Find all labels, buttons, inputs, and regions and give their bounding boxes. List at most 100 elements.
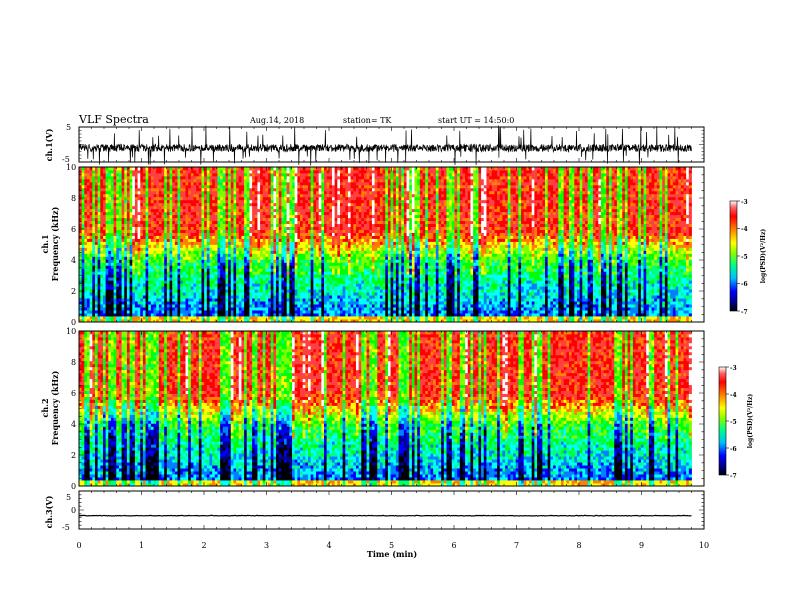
ch1-spectrogram-cell: [162, 233, 165, 236]
ch1-spectrogram-cell: [287, 289, 290, 292]
ch1-spectrogram-cell: [188, 239, 191, 242]
ch1-spectrogram-cell: [297, 185, 300, 188]
ch1-spectrogram-cell: [84, 280, 87, 283]
ch1-spectrogram-cell: [194, 182, 197, 185]
ch1-spectrogram-cell: [148, 203, 151, 206]
ch1-spectrogram-cell: [167, 310, 170, 313]
ch1-spectrogram-cell: [196, 280, 199, 283]
ch1-spectrogram-cell: [287, 271, 290, 274]
ch1-spectrogram-cell: [289, 179, 292, 182]
ch1-spectrogram-cell: [260, 197, 263, 200]
ch1-spectrogram-cell: [186, 271, 189, 274]
ch1-spectrogram-cell: [260, 262, 263, 265]
ch1-spectrogram-cell: [143, 215, 146, 218]
ch1-spectrogram-cell: [135, 179, 138, 182]
ch1-spectrogram-cell: [311, 304, 314, 307]
ch1-spectrogram-cell: [316, 310, 319, 313]
ch1-spectrogram-cell: [220, 227, 223, 230]
ch1-spectrogram-cell: [215, 295, 218, 298]
ch1-spectrogram-cell: [231, 206, 234, 209]
ch1-spectrogram-cell: [268, 292, 271, 295]
ch1-spectrogram-cell: [204, 250, 207, 253]
ch1-spectrogram-cell: [84, 304, 87, 307]
ch1-waveform-frame: [79, 127, 704, 162]
ch1-spectrogram-cell: [204, 289, 207, 292]
ch1-spectrogram-cell: [114, 230, 117, 233]
ch1-spectrogram-cell: [215, 253, 218, 256]
ch1-spectrogram-cell: [249, 253, 252, 256]
ch1-spectrogram-cell: [279, 203, 282, 206]
ch1-spectrogram-cell: [124, 212, 127, 215]
ch1-spectrogram-cell: [273, 313, 276, 316]
ch1-spectrogram-cell: [135, 236, 138, 239]
ch1-spectrogram-cell: [327, 295, 330, 298]
ch1-spectrogram-cell: [215, 236, 218, 239]
ch1-spectrogram-cell: [289, 247, 292, 250]
ch1-spectrogram-cell: [231, 185, 234, 188]
ch1-spectrogram-cell: [82, 209, 85, 212]
ch1-spectrogram-cell: [108, 242, 111, 245]
ch1-spectrogram-cell: [305, 203, 308, 206]
ch1-spectrogram-cell: [119, 283, 122, 286]
ch1-spectrogram-cell: [202, 236, 205, 239]
ch1-spectrogram-cell: [124, 292, 127, 295]
ch1-spectrogram-cell: [239, 253, 242, 256]
ch1-spectrogram-cell: [138, 301, 141, 304]
ch1-spectrogram-cell: [287, 268, 290, 271]
ch1-spectrogram-cell: [220, 218, 223, 221]
ch1-spectrogram-cell: [311, 242, 314, 245]
ch1-spectrogram-cell: [172, 301, 175, 304]
ch1-spectrogram-cell: [244, 230, 247, 233]
ch1-spectrogram-cell: [271, 277, 274, 280]
ch1-spectrogram-cell: [239, 239, 242, 242]
ch1-spectrogram-cell: [167, 167, 170, 170]
ch1-spectrogram-cell: [233, 298, 236, 301]
ch1-spectrogram-cell: [100, 316, 103, 319]
ch1-spectrogram-cell: [249, 173, 252, 176]
ch1-spectrogram-cell: [212, 292, 215, 295]
ch1-spectrogram-cell: [92, 289, 95, 292]
ch1-spectrogram-cell: [194, 170, 197, 173]
ch1-spectrogram-cell: [209, 301, 212, 304]
ch1-spectrogram-cell: [263, 298, 266, 301]
ch1-spectrogram-cell: [90, 298, 93, 301]
ch1-spectrogram-cell: [196, 191, 199, 194]
ch1-spectrogram-cell: [132, 253, 135, 256]
ch1-spectrogram-cell: [172, 182, 175, 185]
ch1-spectrogram-cell: [170, 295, 173, 298]
ch1-spectrogram-cell: [228, 185, 231, 188]
ch1-spectrogram-cell: [199, 176, 202, 179]
ch1-spectrogram-cell: [103, 224, 106, 227]
ch1-spectrogram-cell: [215, 256, 218, 259]
ch1-spectrogram-cell: [82, 295, 85, 298]
ch1-spectrogram-cell: [162, 253, 165, 256]
ch1-spectrogram-cell: [295, 212, 298, 215]
ch1-spectrogram-cell: [196, 247, 199, 250]
ch1-spectrogram-cell: [319, 262, 322, 265]
ch1-spectrogram-cell: [236, 274, 239, 277]
ch1-spectrogram-cell: [140, 280, 143, 283]
ch1-spectrogram-cell: [297, 209, 300, 212]
ch1-spectrogram-cell: [289, 212, 292, 215]
ch1-spectrogram-cell: [287, 182, 290, 185]
ch1-spectrogram-cell: [255, 292, 258, 295]
ch1-spectrogram-cell: [273, 250, 276, 253]
ch1-spectrogram-cell: [183, 182, 186, 185]
ch1-spectrogram-cell: [140, 236, 143, 239]
ch1-spectrogram-cell: [194, 209, 197, 212]
ch1-spectrogram-cell: [84, 289, 87, 292]
ch1-spectrogram-cell: [148, 259, 151, 262]
start-ut-label: start UT = 14:50:0: [438, 116, 514, 125]
ch1-spectrogram-cell: [162, 200, 165, 203]
ch1-spectrogram-cell: [180, 247, 183, 250]
ch1-spectrogram-cell: [122, 203, 125, 206]
ch1-spectrogram-cell: [249, 203, 252, 206]
ch1-spectrogram-cell: [236, 313, 239, 316]
ch1-spectrogram-cell: [92, 301, 95, 304]
ch1-spectrogram-cell: [82, 230, 85, 233]
ch1-spectrogram-cell: [204, 242, 207, 245]
ch1-spectrogram-cell: [292, 215, 295, 218]
ch1-spectrogram-cell: [263, 239, 266, 242]
ch1-spectrogram-cell: [305, 167, 308, 170]
ch1-spectrogram-cell: [284, 286, 287, 289]
